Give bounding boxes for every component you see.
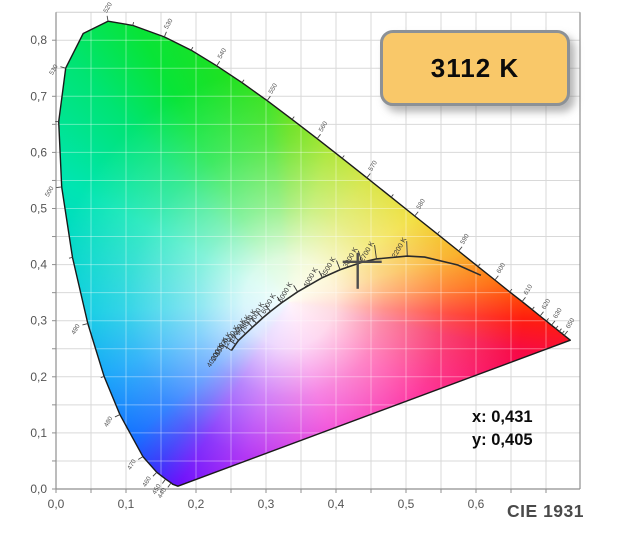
x-axis-label: 0,5: [398, 497, 415, 511]
y-axis-label: 0,4: [30, 258, 47, 272]
y-axis-label: 0,5: [30, 202, 47, 216]
wavelength-label: 560: [318, 120, 330, 133]
wavelength-label: 510: [48, 63, 60, 76]
wavelength-label: 550: [268, 82, 280, 95]
y-axis-label: 0,0: [30, 482, 47, 496]
y-axis-label: 0,2: [30, 370, 47, 384]
y-coordinate: y: 0,405: [472, 431, 533, 449]
y-axis-label: 0,1: [30, 426, 47, 440]
wavelength-label: 610: [523, 283, 535, 296]
wavelength-label: 530: [163, 17, 175, 30]
cct-badge: 3112 K: [380, 30, 570, 106]
y-axis-label: 0,3: [30, 314, 47, 328]
wavelength-label: 540: [217, 47, 229, 60]
y-axis-label: 0,6: [30, 145, 47, 159]
wavelength-label: 470: [126, 458, 138, 471]
wavelength-label: 440: [157, 486, 169, 499]
x-axis-label: 0,6: [468, 497, 485, 511]
wavelength-label: 490: [70, 323, 82, 336]
x-axis-label: 0,4: [328, 497, 345, 511]
y-axis-label: 0,7: [30, 89, 47, 103]
x-axis-label: 0,0: [48, 497, 65, 511]
x-axis-label: 0,3: [258, 497, 275, 511]
wavelength-label: 570: [367, 159, 379, 172]
wavelength-label: 500: [44, 185, 56, 198]
cct-value: 3112 K: [430, 52, 520, 83]
wavelength-label: 460: [141, 475, 153, 488]
wavelength-label: 580: [415, 198, 427, 211]
y-axis-label: 0,8: [30, 33, 47, 47]
x-axis-label: 0,1: [118, 497, 135, 511]
wavelength-label: 450: [151, 483, 163, 496]
coordinate-readout: x: 0,431 y: 0,405: [472, 406, 533, 452]
wavelength-label: 520: [102, 1, 114, 14]
wavelength-label: 590: [459, 233, 471, 246]
wavelength-label: 620: [541, 298, 553, 311]
wavelength-label: 650: [565, 317, 577, 330]
wavelength-label: 480: [103, 415, 115, 428]
x-axis-label: 0,2: [188, 497, 205, 511]
x-coordinate: x: 0,431: [472, 408, 533, 426]
diagram-title: CIE 1931: [507, 501, 584, 521]
wavelength-label: 600: [496, 262, 508, 275]
wavelength-label: 630: [552, 307, 564, 320]
